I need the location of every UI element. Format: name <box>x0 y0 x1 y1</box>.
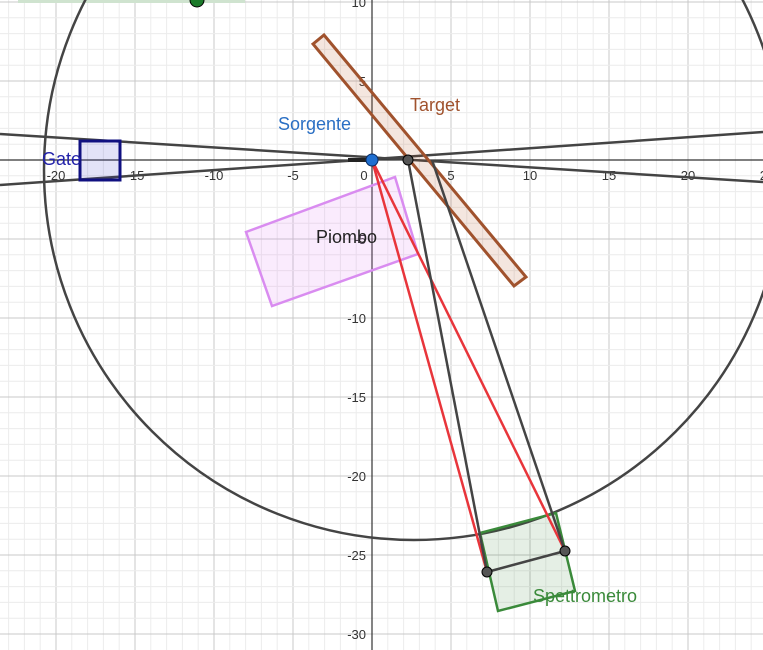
x-tick-label: 0 <box>360 168 367 183</box>
y-tick-label: -20 <box>347 469 366 484</box>
x-tick-label: 20 <box>681 168 695 183</box>
label: Piombo <box>316 227 377 247</box>
point[interactable] <box>559 545 571 557</box>
x-tick-label: 15 <box>602 168 616 183</box>
slider-point[interactable] <box>189 0 205 8</box>
point[interactable] <box>481 566 493 578</box>
circle <box>42 0 763 542</box>
label: Gate <box>42 149 81 169</box>
x-tick-label: 25 <box>760 168 763 183</box>
y-tick-label: 10 <box>352 0 366 10</box>
label: Spettrometro <box>533 586 637 606</box>
y-tick-label: -30 <box>347 627 366 642</box>
point[interactable] <box>402 154 414 166</box>
label: Sorgente <box>278 114 351 134</box>
y-tick-label: -15 <box>347 390 366 405</box>
line <box>0 130 763 187</box>
ray <box>370 159 567 552</box>
y-tick-label: -25 <box>347 548 366 563</box>
y-tick-label: -10 <box>347 311 366 326</box>
ray <box>370 159 489 573</box>
x-tick-label: -10 <box>205 168 224 183</box>
ray <box>406 159 489 573</box>
x-tick-label: 5 <box>447 168 454 183</box>
source-point[interactable] <box>365 153 379 167</box>
gate-shape[interactable] <box>78 139 122 182</box>
label: Target <box>410 95 460 115</box>
x-tick-label: 10 <box>523 168 537 183</box>
ray <box>430 159 567 552</box>
x-tick-label: -5 <box>287 168 299 183</box>
slider-bar <box>18 0 245 3</box>
axis-ticks: -20-15-10-50510152025105-5-10-15-20-25-3… <box>47 0 763 642</box>
segment <box>486 549 566 574</box>
y-tick-label: -5 <box>354 232 366 247</box>
x-tick-label: -20 <box>47 168 66 183</box>
